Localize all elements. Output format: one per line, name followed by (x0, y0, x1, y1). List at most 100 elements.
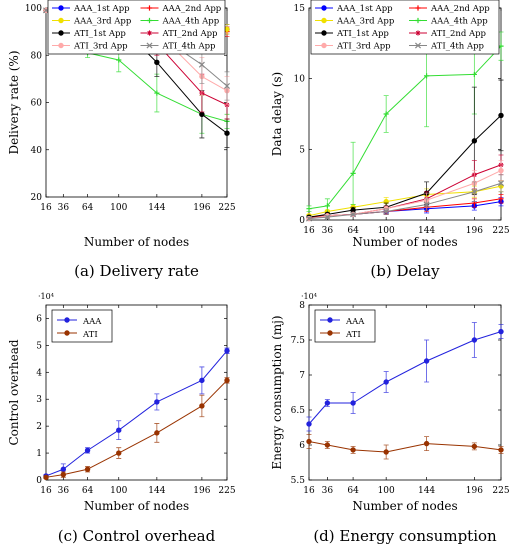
data-point (116, 57, 122, 63)
data-point (350, 447, 356, 453)
data-point (306, 438, 312, 445)
data-point (84, 447, 91, 454)
y-tick-label: 3 (36, 395, 42, 405)
x-tick-label: 64 (347, 226, 359, 236)
data-point (383, 208, 390, 215)
x-tick-label: 100 (378, 486, 395, 496)
legend-label: ATI_4th App (430, 42, 485, 52)
data-point (350, 211, 357, 218)
legend-label: AAA_2nd App (162, 4, 222, 14)
x-tick-label: 36 (58, 203, 70, 213)
legend-label: ATI (82, 330, 98, 340)
data-point (199, 403, 205, 409)
x-tick-label: 64 (347, 486, 359, 496)
legend-label: ATI (345, 330, 361, 340)
x-tick-label: 100 (110, 486, 127, 496)
data-point (498, 196, 504, 202)
legend (310, 0, 500, 55)
data-point (224, 377, 230, 384)
legend-label: AAA (345, 317, 365, 327)
legend-marker (415, 17, 421, 24)
y-multiplier: ·10⁴ (301, 292, 317, 301)
legend-label: AAA_3rd App (73, 17, 132, 27)
y-tick-label: 7 (299, 371, 305, 381)
legend-marker (327, 330, 333, 336)
legend-label: ATI_4th App (162, 42, 217, 52)
y-tick-label: 4 (36, 368, 42, 378)
legend-label: AAA_4th App (162, 17, 220, 27)
series-line (308, 331, 502, 425)
data-point (383, 111, 389, 117)
x-tick-label: 196 (466, 226, 483, 236)
y-tick-label: 5.5 (291, 476, 306, 486)
series-ATI (43, 377, 230, 481)
data-point (423, 201, 430, 208)
data-point (116, 427, 122, 433)
data-point (471, 188, 478, 195)
legend-label: AAA (82, 317, 102, 327)
data-point (423, 358, 430, 364)
data-point (350, 400, 356, 406)
data-point (116, 450, 122, 456)
x-axis-label: Number of nodes (352, 235, 457, 249)
y-tick-label: 20 (31, 193, 43, 203)
x-axis-label: Number of nodes (84, 235, 189, 249)
x-tick-label: 100 (378, 226, 395, 236)
legend-marker (321, 42, 327, 49)
x-axis-label: Number of nodes (352, 499, 457, 513)
x-tick-label: 225 (218, 486, 235, 496)
data-point (383, 449, 389, 455)
x-tick-label: 225 (218, 203, 235, 213)
y-tick-label: 8 (299, 301, 305, 311)
plot-frame (308, 304, 502, 481)
y-tick-label: 100 (25, 4, 42, 14)
x-tick-label: 100 (110, 203, 127, 213)
legend-marker (415, 30, 421, 36)
legend-label: ATI_1st App (73, 29, 126, 39)
series-AAA (306, 322, 504, 432)
data-point (498, 167, 504, 174)
legend-label: ATI_1st App (336, 29, 389, 39)
legend-marker (415, 5, 421, 11)
x-tick-label: 36 (58, 486, 70, 496)
legend-marker (146, 30, 153, 36)
legend-label: ATI_3rd App (73, 42, 128, 52)
x-tick-label: 16 (40, 486, 52, 496)
legend-marker (321, 17, 327, 24)
data-point (199, 111, 205, 118)
legend-marker (64, 317, 70, 323)
y-tick-label: 6 (36, 314, 42, 324)
data-point (199, 377, 205, 384)
y-tick-label: 0 (36, 476, 42, 486)
y-tick-label: 2 (36, 422, 42, 432)
y-axis-label: Control overhead (7, 339, 21, 445)
x-tick-label: 144 (148, 203, 165, 213)
legend-marker (58, 30, 64, 36)
data-point (60, 466, 67, 472)
y-tick-label: 80 (31, 51, 43, 61)
data-point (324, 214, 331, 221)
series-line (45, 350, 228, 477)
data-point (224, 26, 230, 32)
y-tick-label: 6.5 (291, 406, 306, 416)
y-tick-label: 5 (299, 145, 305, 155)
chart-caption: (c) Control overhead (58, 527, 216, 545)
chart-caption: (a) Delivery rate (74, 262, 199, 280)
data-point (471, 443, 478, 450)
chart-caption: (d) Energy consumption (313, 527, 497, 545)
x-tick-label: 196 (193, 486, 210, 496)
legend-marker (146, 42, 153, 49)
legend (314, 309, 376, 343)
y-axis-label: Data delay (s) (270, 72, 284, 156)
data-point (324, 203, 330, 209)
chart-a: 16 36 64 100 144 196 225 20 40 60 80 100 Number of n… (7, 0, 236, 280)
legend-label: AAA_1st App (336, 4, 393, 14)
data-point (498, 328, 504, 335)
data-point (498, 112, 504, 119)
y-tick-label: 60 (31, 99, 43, 109)
legend-label: ATI_2nd App (430, 29, 487, 39)
x-axis-label: Number of nodes (84, 499, 189, 513)
data-point (498, 447, 504, 453)
data-point (383, 379, 389, 385)
legend-label: AAA_2nd App (430, 4, 490, 14)
